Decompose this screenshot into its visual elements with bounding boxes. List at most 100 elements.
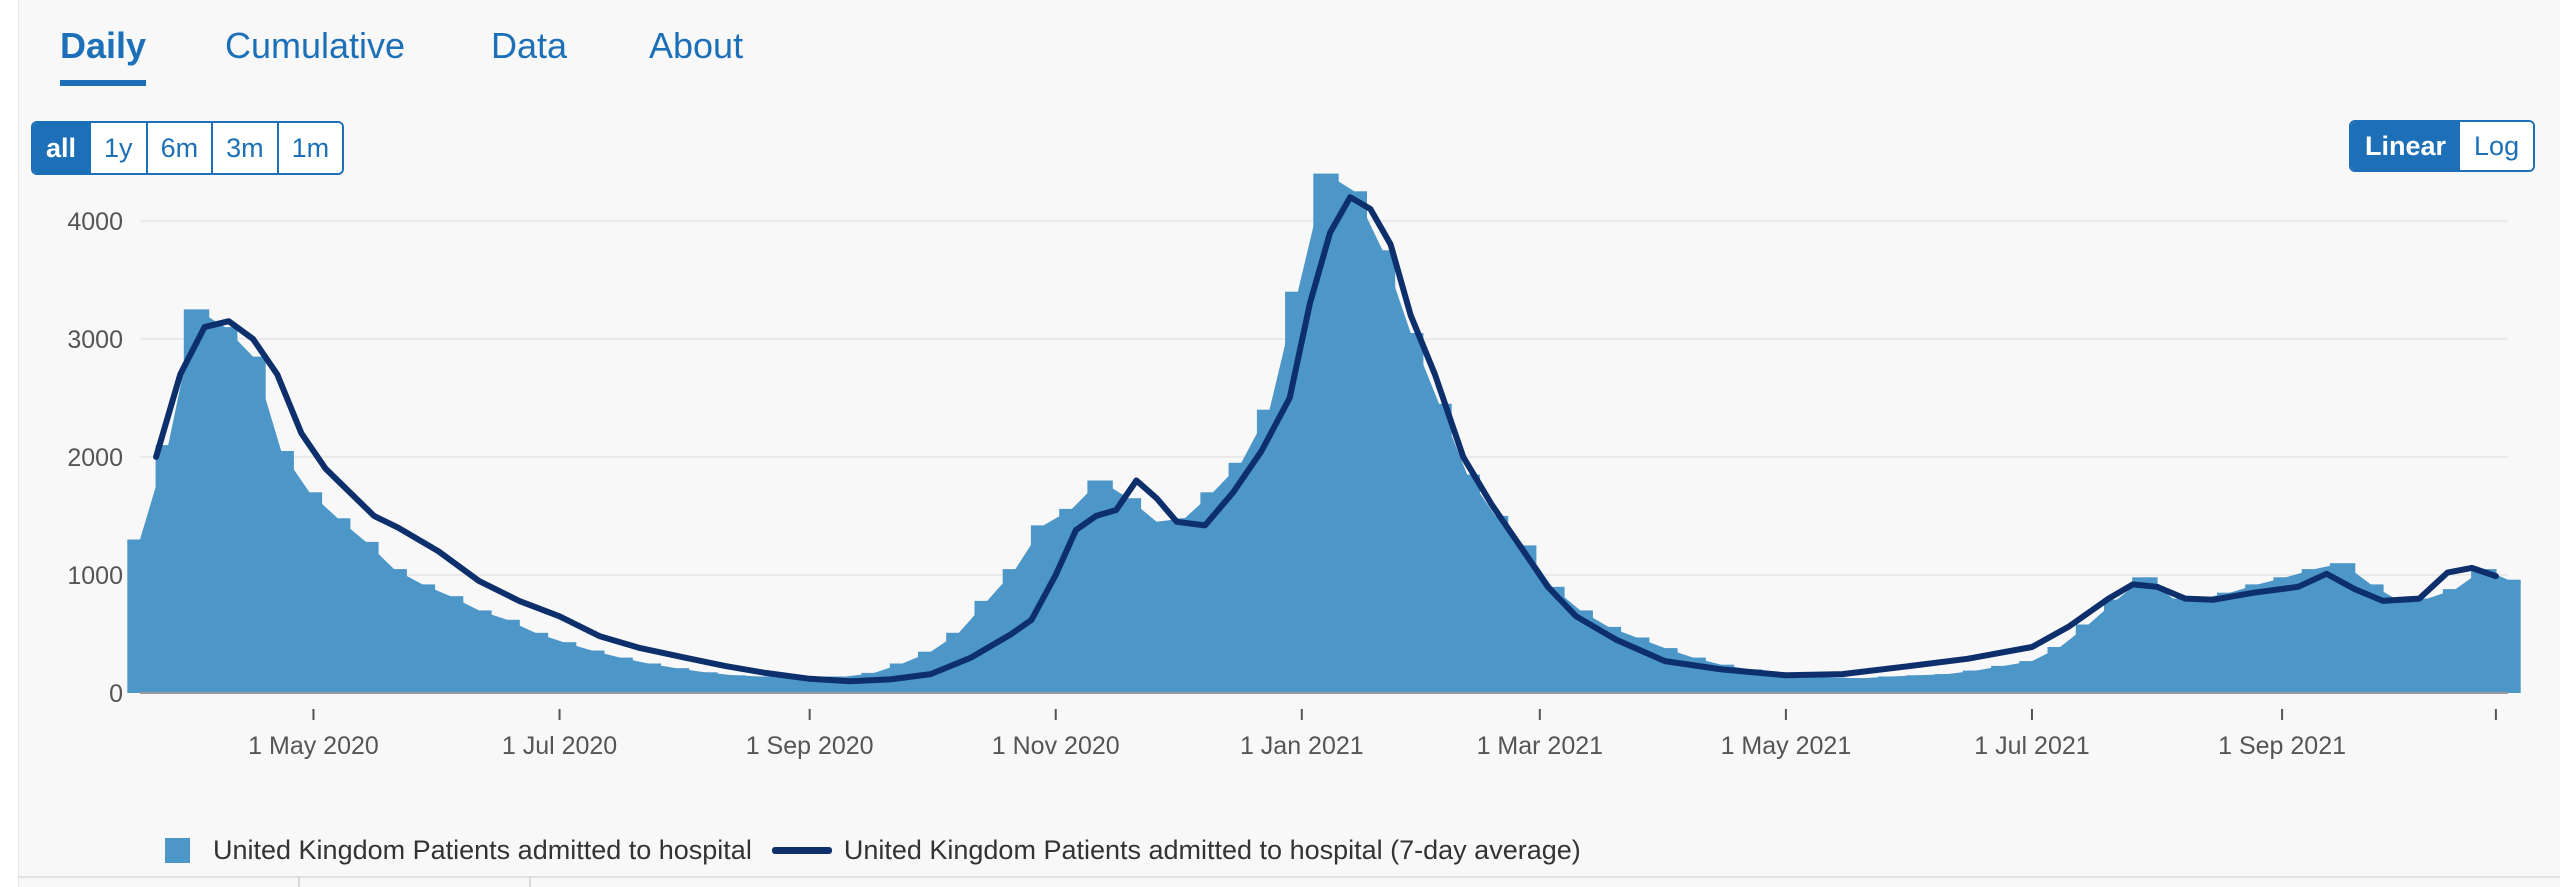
bar	[1991, 665, 2017, 693]
bar	[127, 539, 153, 693]
bar	[2132, 577, 2158, 693]
range-all-button[interactable]: all	[33, 123, 92, 173]
bar	[1934, 674, 1960, 693]
tab-about-label: About	[649, 25, 744, 66]
bar	[1962, 670, 1989, 693]
bar	[1793, 676, 1819, 693]
y-tick-label: 2000	[67, 444, 123, 472]
time-range-selector: all 1y 6m 3m 1m	[31, 121, 345, 175]
bar	[2245, 584, 2271, 693]
bar	[2273, 577, 2299, 693]
x-tick-label: 1 Jul 2021	[1974, 732, 2089, 760]
bar	[1454, 474, 1480, 693]
y-tick-label: 4000	[67, 208, 123, 236]
tab-cumulative-label: Cumulative	[225, 25, 406, 66]
bar	[353, 541, 379, 693]
tab-data[interactable]: Data	[491, 24, 567, 68]
bar	[2160, 598, 2186, 693]
bar	[183, 309, 210, 693]
legend-line-swatch	[771, 846, 832, 854]
bar	[325, 518, 351, 693]
bar	[2386, 600, 2412, 693]
bar	[607, 657, 633, 693]
bar	[2301, 569, 2328, 693]
bar	[2188, 598, 2215, 693]
range-1m-button[interactable]: 1m	[278, 123, 343, 173]
bar	[2471, 569, 2497, 693]
x-tick-label: 1 Mar 2021	[1477, 732, 1603, 760]
bar	[1821, 677, 1847, 693]
y-tick-label: 1000	[67, 562, 123, 590]
bar	[635, 663, 661, 693]
bar	[720, 675, 746, 693]
x-tick-label: 1 Jan 2021	[1240, 732, 1364, 760]
daily-bars	[127, 173, 2521, 694]
bar	[550, 642, 577, 693]
legend-item-bars: United Kingdom Patients admitted to hosp…	[165, 835, 752, 866]
bar	[296, 492, 323, 693]
bar	[1369, 250, 1396, 694]
y-tick-label: 3000	[67, 326, 123, 354]
y-axis: 0 1000 2000 3000 4000	[67, 208, 123, 708]
legend-bars-label: United Kingdom Patients admitted to hosp…	[213, 834, 752, 865]
tab-about[interactable]: About	[649, 24, 743, 68]
bar	[579, 650, 605, 693]
bar	[2495, 579, 2521, 693]
bar	[268, 451, 294, 693]
bar	[212, 327, 238, 693]
bar	[2104, 599, 2130, 693]
bar	[1172, 518, 1198, 693]
bottom-divider	[529, 876, 531, 887]
bottom-border	[18, 876, 2560, 878]
bar	[1313, 173, 1339, 694]
bar	[522, 632, 549, 693]
x-tick-label: 1 Sep 2020	[746, 732, 874, 760]
bar	[240, 356, 266, 693]
bar	[2414, 598, 2440, 693]
bar	[2047, 647, 2073, 693]
range-3m-button[interactable]: 3m	[213, 123, 279, 173]
bar	[1849, 678, 1876, 693]
bar	[494, 619, 520, 693]
bar	[1115, 498, 1142, 693]
bar	[1906, 675, 1932, 693]
scale-linear-button[interactable]: Linear	[2351, 122, 2461, 170]
bottom-edge	[0, 876, 2560, 887]
bar	[2075, 624, 2102, 693]
tab-data-label: Data	[491, 25, 568, 66]
tab-daily-label: Daily	[60, 25, 147, 66]
bar	[663, 668, 690, 693]
bar	[692, 672, 718, 693]
bar	[1426, 403, 1452, 693]
tab-daily[interactable]: Daily	[60, 24, 147, 86]
x-tick-label: 1 Nov 2020	[992, 732, 1120, 760]
bar	[2442, 589, 2469, 693]
bar	[1539, 586, 1565, 693]
x-tick-label: 1 Jul 2020	[502, 732, 617, 760]
bar	[2217, 592, 2243, 693]
range-6m-button[interactable]: 6m	[147, 123, 214, 173]
x-tick-label: 1 May 2020	[248, 732, 379, 760]
chart-legend: United Kingdom Patients admitted to hosp…	[165, 830, 1601, 870]
bar	[1143, 521, 1170, 693]
tab-cumulative[interactable]: Cumulative	[225, 24, 405, 68]
bar	[776, 677, 803, 693]
bar	[437, 596, 464, 693]
bar	[1482, 515, 1509, 693]
x-axis: 1 May 2020 1 Jul 2020 1 Sep 2020 1 Nov 2020…	[140, 692, 2508, 760]
bar	[1341, 191, 1367, 694]
x-tick-label: 1 May 2021	[1721, 732, 1852, 760]
bar	[1878, 676, 1904, 693]
bar	[381, 569, 407, 693]
scale-log-button[interactable]: Log	[2460, 122, 2534, 170]
range-1y-button[interactable]: 1y	[91, 123, 148, 173]
bar	[466, 610, 492, 693]
scale-selector: Linear Log	[2349, 120, 2536, 172]
x-tick-label: 1 Sep 2021	[2218, 732, 2346, 760]
legend-bar-swatch	[165, 837, 190, 863]
bar	[155, 445, 181, 693]
bar	[1256, 409, 1283, 693]
bar	[409, 584, 436, 693]
active-tab-underline	[60, 80, 147, 86]
seven-day-average-line	[153, 194, 2499, 685]
